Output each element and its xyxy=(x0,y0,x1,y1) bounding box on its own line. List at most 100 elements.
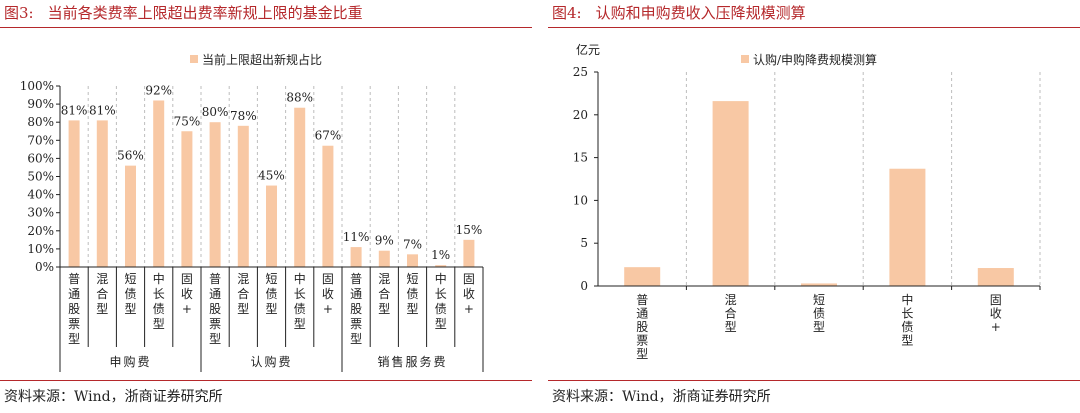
category-label: 型 xyxy=(124,302,136,316)
category-label: 短 xyxy=(265,272,277,286)
bar xyxy=(266,185,277,267)
category-label: 型 xyxy=(901,334,913,348)
category-label: 型 xyxy=(813,320,825,334)
data-label: 75% xyxy=(174,114,201,128)
bar xyxy=(463,239,475,267)
category-label: 型 xyxy=(153,317,165,331)
bar xyxy=(96,120,108,267)
data-label: 56% xyxy=(117,149,144,163)
category-label: 混 xyxy=(725,293,737,307)
category-label: 型 xyxy=(636,347,648,361)
category-label: 长 xyxy=(294,287,306,301)
category-label: 中 xyxy=(901,292,913,307)
bar xyxy=(435,265,447,267)
y-tick-label: 80% xyxy=(27,115,54,129)
bar xyxy=(181,131,193,267)
y-tick-label: 5 xyxy=(580,236,588,250)
y-tick-label: 40% xyxy=(27,188,54,202)
category-label: 中 xyxy=(153,271,165,286)
category-label: 收 xyxy=(322,287,334,301)
category-label: 普 xyxy=(209,272,221,286)
category-label: 债 xyxy=(124,287,136,301)
category-label: 合 xyxy=(378,286,390,301)
bar xyxy=(68,120,80,267)
category-label: 收 xyxy=(990,307,1002,321)
figure-4-title: 图4: 认购和申购费收入压降规模测算 xyxy=(552,2,806,23)
figure-4-panel: 图4: 认购和申购费收入压降规模测算 亿元 认购/申购降费规模测算 0 5 10 15 20 2… xyxy=(548,0,1080,413)
category-label: 固 xyxy=(181,272,193,286)
category-label: 固 xyxy=(463,272,475,286)
category-label: 长 xyxy=(153,287,165,301)
category-label: 型 xyxy=(237,302,249,316)
data-label: 81% xyxy=(61,103,88,117)
figure-4-top-rule xyxy=(548,27,1080,28)
category-label: 型 xyxy=(406,302,418,316)
y-tick-label: 70% xyxy=(27,133,54,147)
bar xyxy=(889,168,926,286)
category-label: 股 xyxy=(350,302,362,316)
bar xyxy=(624,267,661,286)
figure-3-chart: 当前上限超出新规占比 0% 10% 20% 30% 40% 50% 60% 70% 80% 90% 1… xyxy=(20,52,484,372)
category-label: 收 xyxy=(181,287,193,301)
category-label: 通 xyxy=(350,287,362,301)
data-label: 7% xyxy=(403,237,422,251)
category-label: 型 xyxy=(209,332,221,346)
bar xyxy=(378,250,390,267)
y-tick-label: 30% xyxy=(27,206,54,220)
y-tick-label: 0 xyxy=(580,279,588,293)
bar xyxy=(322,145,334,267)
category-label: 普 xyxy=(636,293,648,307)
legend-label: 认购/申购降费规模测算 xyxy=(753,52,877,67)
category-label: 债 xyxy=(435,302,447,316)
y-axis-unit: 亿元 xyxy=(576,42,600,57)
category-label: 股 xyxy=(68,302,80,316)
category-label: 短 xyxy=(813,293,825,307)
category-label: 债 xyxy=(265,287,277,301)
y-tick-label: 10% xyxy=(27,242,54,256)
category-label: 债 xyxy=(294,302,306,316)
category-label: 票 xyxy=(350,317,362,331)
bar xyxy=(153,100,165,267)
y-tick-label: 0% xyxy=(35,260,54,274)
figure-4-title-text: 认购和申购费收入压降规模测算 xyxy=(595,4,806,22)
category-label: + xyxy=(323,302,333,316)
category-label: 债 xyxy=(813,307,825,321)
bar xyxy=(977,268,1014,286)
category-label: 股 xyxy=(636,320,648,334)
y-tick-label: 20% xyxy=(27,224,54,238)
category-label: 型 xyxy=(435,317,447,331)
category-label: 合 xyxy=(237,286,249,301)
category-label: 债 xyxy=(406,287,418,301)
bar xyxy=(350,247,362,267)
category-label: 短 xyxy=(406,272,418,286)
group-label: 申购费 xyxy=(109,354,151,369)
figure-3-number: 图3: xyxy=(4,4,34,22)
category-label: + xyxy=(991,320,1001,334)
data-label: 80% xyxy=(202,105,229,119)
category-label: 票 xyxy=(68,317,80,331)
figure-3-bottom-rule xyxy=(0,380,532,381)
data-label: 1% xyxy=(431,248,450,262)
category-label: 型 xyxy=(68,332,80,346)
figure-4-number: 图4: xyxy=(552,4,582,22)
legend-swatch xyxy=(741,55,749,63)
data-label: 92% xyxy=(145,83,172,97)
figure-3-source: 资料来源：Wind，浙商证券研究所 xyxy=(4,389,223,405)
bar xyxy=(712,101,749,286)
data-label: 9% xyxy=(375,234,394,248)
bar xyxy=(801,283,837,286)
category-label: 通 xyxy=(636,307,648,321)
data-label: 81% xyxy=(89,103,116,117)
category-label: 票 xyxy=(636,334,648,348)
y-tick-label: 100% xyxy=(20,79,54,93)
category-label: 普 xyxy=(68,272,80,286)
y-tick-label: 10 xyxy=(573,193,588,207)
data-label: 15% xyxy=(456,223,483,237)
y-tick-label: 60% xyxy=(27,151,54,165)
category-label: 通 xyxy=(209,287,221,301)
data-label: 88% xyxy=(286,91,313,105)
figure-4-source: 资料来源：Wind，浙商证券研究所 xyxy=(552,389,771,405)
bar xyxy=(125,165,136,267)
category-label: 固 xyxy=(322,272,334,286)
bar xyxy=(237,125,249,267)
